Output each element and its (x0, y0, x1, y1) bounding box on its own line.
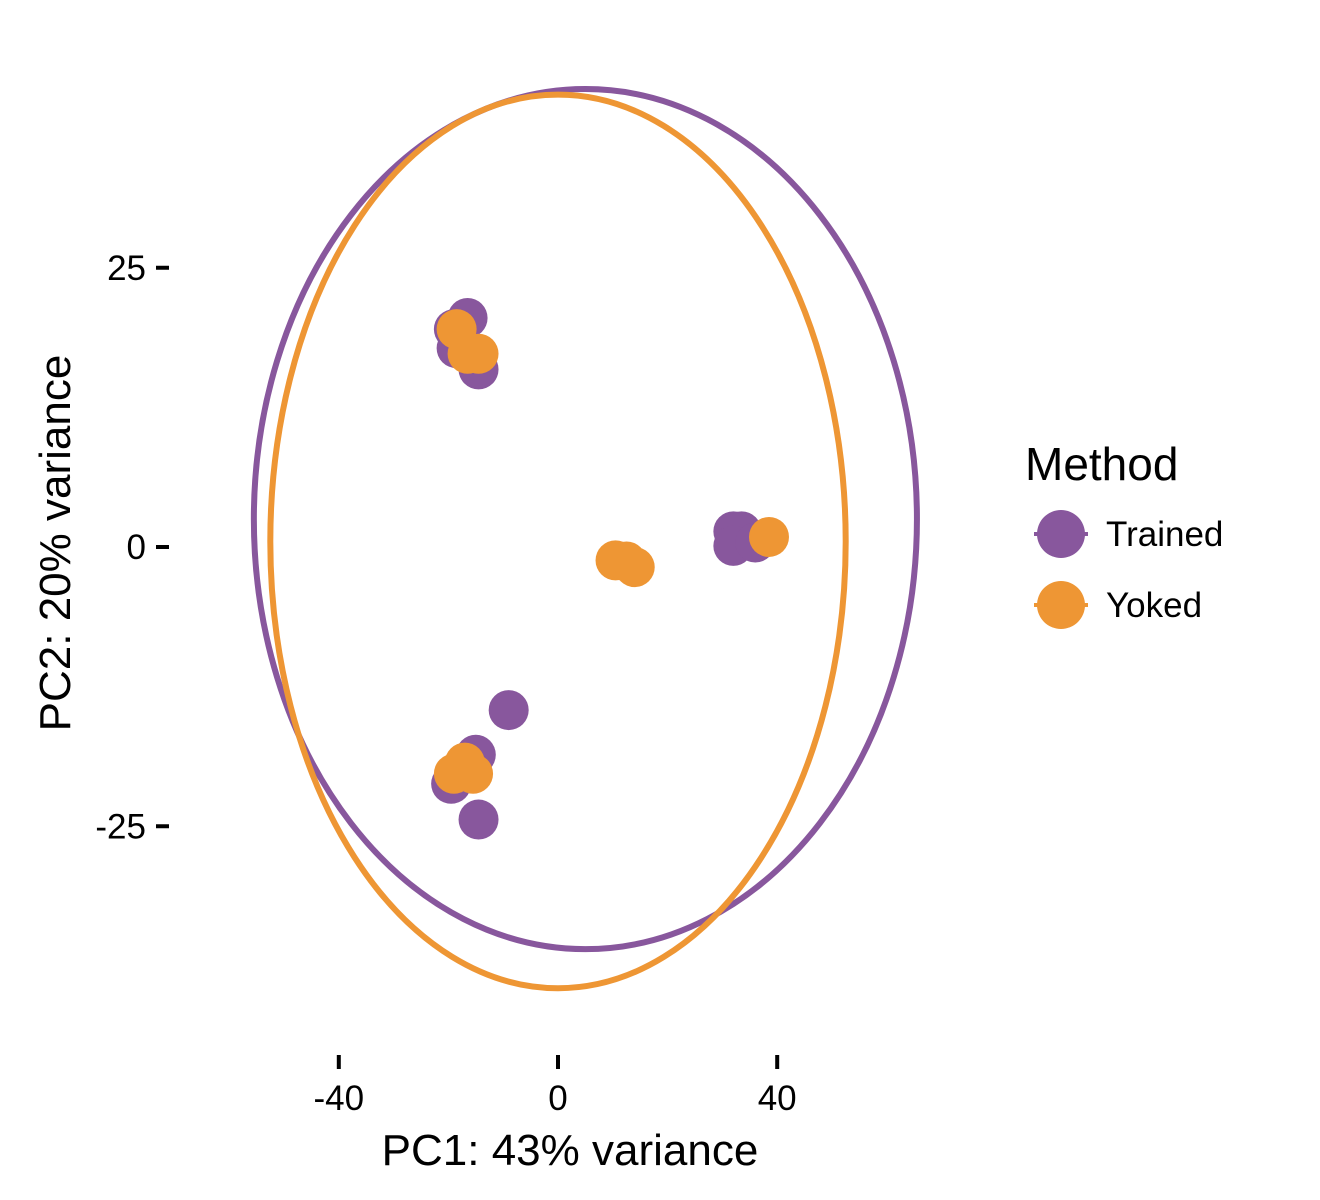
data-point-trained (488, 690, 529, 731)
legend-label: Trained (1106, 515, 1223, 554)
points-layer (431, 298, 789, 840)
legend-key-dot (1037, 581, 1085, 629)
x-tick-label: 0 (548, 1079, 567, 1118)
y-axis-title: PC2: 20% variance (31, 355, 80, 732)
confidence-ellipse-yoked (267, 91, 849, 992)
axes-layer: -40 0 40 25 0 -25 (95, 249, 796, 1118)
data-point-yoked (447, 333, 488, 374)
y-tick-label: 25 (107, 249, 146, 288)
x-axis-title: PC1: 43% variance (382, 1126, 759, 1175)
legend-item-trained: Trained (1034, 510, 1223, 558)
y-tick-label: -25 (95, 807, 146, 846)
x-tick-label: -40 (314, 1079, 365, 1118)
ellipses-layer (250, 86, 920, 992)
data-point-yoked (614, 547, 655, 588)
y-tick-label: 0 (127, 528, 146, 567)
legend-key-dot (1037, 510, 1085, 558)
legend-title: Method (1025, 438, 1178, 490)
legend-item-yoked: Yoked (1034, 581, 1202, 629)
confidence-ellipse-trained (250, 86, 920, 953)
data-point-yoked (748, 516, 789, 557)
data-point-yoked (444, 742, 485, 783)
legend: Method Trained Yoked (1025, 438, 1223, 629)
x-tick-label: 40 (758, 1079, 797, 1118)
legend-label: Yoked (1106, 586, 1202, 625)
data-point-trained (458, 799, 499, 840)
